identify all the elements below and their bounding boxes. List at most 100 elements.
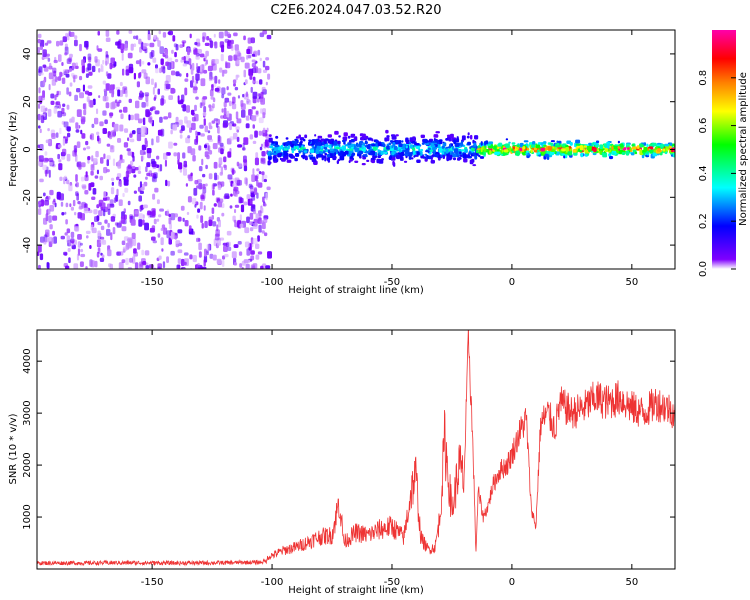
heatmap-cell [63,251,68,256]
heatmap-cell [240,204,245,213]
heatmap-cell [327,151,331,154]
heatmap-cell [149,52,153,59]
snr-ylabel: SNR (10 * v/v) [8,413,19,484]
heatmap-cell [97,221,102,226]
heatmap-cell [218,157,223,165]
heatmap-cell [104,119,108,125]
heatmap-cell [299,141,302,146]
heatmap-cell [643,146,648,152]
heatmap-cell [75,122,79,130]
heatmap-cell [291,150,294,154]
heatmap-cell [151,236,156,241]
heatmap-cell [395,134,399,137]
heatmap-cell [320,145,323,149]
heatmap-cell [53,59,58,64]
heatmap-cell [550,140,555,143]
heatmap-cell [98,202,102,207]
heatmap-cell [143,72,148,79]
heatmap-cell [205,183,208,187]
heatmap-cell [260,108,263,114]
heatmap-cell [119,43,125,50]
heatmap-cell [85,67,90,72]
heatmap-cell [289,141,293,145]
heatmap-cell [266,34,272,40]
heatmap-cell [227,174,233,180]
y-tick-label: 3000 [22,400,33,425]
heatmap-cell [393,145,398,150]
heatmap-cell [72,150,77,157]
heatmap-cell [172,35,176,42]
heatmap-cell [219,67,223,73]
heatmap-cell [109,263,113,269]
heatmap-cell [166,209,170,215]
heatmap-cell [236,179,242,186]
heatmap-cell [185,137,191,144]
heatmap-cell [159,208,164,212]
heatmap-cell [328,146,332,149]
heatmap-cell [119,81,123,87]
heatmap-cell [91,123,95,128]
heatmap-cell [177,258,182,264]
heatmap-cell [243,259,249,264]
heatmap-cell [86,235,89,239]
heatmap-cell [66,153,71,162]
heatmap-cell [238,251,243,256]
spectrogram-ylabel: Frequency (Hz) [8,111,19,187]
heatmap-cell [246,194,251,200]
heatmap-cell [195,53,200,60]
heatmap-cell [178,268,180,269]
heatmap-cell [468,151,472,155]
heatmap-cell [278,152,283,156]
heatmap-cell [160,58,164,65]
heatmap-cell [204,42,210,46]
heatmap-cell [138,165,141,171]
heatmap-cell [151,176,157,183]
heatmap-cell [105,30,110,37]
heatmap-cell [243,69,246,78]
heatmap-cell [250,237,254,245]
heatmap-cell [260,91,264,99]
heatmap-cell [117,160,122,169]
heatmap-cell [177,152,180,160]
heatmap-cell [342,139,346,143]
heatmap-cell [616,150,619,154]
heatmap-cell [118,199,123,206]
heatmap-cell [515,152,520,156]
heatmap-cell [430,156,433,161]
heatmap-cell [373,155,377,159]
heatmap-cell [40,115,45,124]
heatmap-cell [599,150,602,155]
heatmap-cell [463,158,468,163]
heatmap-cell [530,149,533,153]
heatmap-cell [502,151,508,156]
heatmap-cell [160,227,164,231]
heatmap-cell [181,104,186,108]
heatmap-cell [120,113,124,120]
heatmap-cell [137,242,141,250]
heatmap-cell [90,260,95,268]
heatmap-cell [121,259,126,263]
heatmap-cell [223,114,228,119]
heatmap-cell [179,73,182,77]
heatmap-cell [265,65,270,71]
heatmap-cell [150,78,154,85]
heatmap-cell [121,240,126,246]
heatmap-cell [617,140,620,144]
heatmap-cell [68,257,71,264]
colorbar-tick-label: 0.2 [698,213,709,229]
heatmap-cell [106,159,109,167]
heatmap-cell [67,247,71,252]
heatmap-cell [191,75,195,83]
heatmap-cell [262,127,266,133]
heatmap-cell [103,167,108,174]
heatmap-cell [409,137,413,142]
heatmap-cell [53,236,57,244]
heatmap-cell [459,151,462,155]
heatmap-cell [65,32,70,37]
heatmap-cell [140,186,145,191]
heatmap-cell [154,110,160,115]
heatmap-cell [165,179,168,187]
heatmap-cell [434,153,439,158]
heatmap-cell [42,90,45,98]
heatmap-cell [274,145,278,148]
